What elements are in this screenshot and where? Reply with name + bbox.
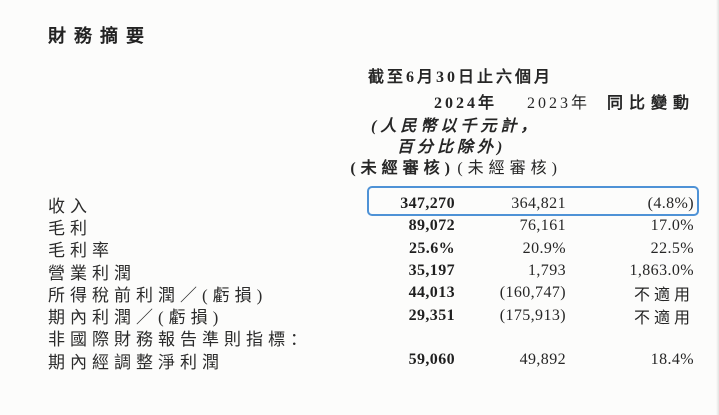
value-2023: 1,793 bbox=[528, 262, 566, 280]
row-label: 毛利 bbox=[48, 218, 92, 238]
value-2023: 76,161 bbox=[519, 217, 566, 235]
value-2023: 20.9% bbox=[522, 239, 566, 257]
table-row: 營業利潤 35,197 1,793 1,863.0% bbox=[48, 260, 694, 283]
value-change: 不適用 bbox=[633, 309, 694, 327]
page-edge-divider bbox=[716, 0, 719, 415]
table-row: 毛利 89,072 76,161 17.0% bbox=[48, 215, 694, 238]
table-row: 期內經調整淨利潤 59,060 49,892 18.4% bbox=[48, 349, 694, 372]
value-change: 1,863.0% bbox=[629, 262, 694, 280]
row-values: 59,060 49,892 18.4% bbox=[370, 349, 694, 371]
table-row: 收入 347,270 364,821 (4.8%) bbox=[48, 186, 699, 217]
value-2024: 59,060 bbox=[408, 351, 455, 369]
value-2024: 29,351 bbox=[408, 306, 455, 324]
value-2023: 364,821 bbox=[511, 195, 566, 213]
page-title: 財務摘要 bbox=[48, 26, 152, 46]
value-2023: (160,747) bbox=[499, 284, 566, 302]
value-change: (4.8%) bbox=[647, 195, 694, 213]
row-values: 25.6% 20.9% 22.5% bbox=[370, 238, 694, 260]
row-values bbox=[370, 327, 694, 349]
row-values: 29,351 (175,913) 不適用 bbox=[370, 304, 694, 327]
financial-table: 收入 347,270 364,821 (4.8%) 毛利 89,072 76,1… bbox=[48, 186, 699, 372]
value-2024: 44,013 bbox=[408, 284, 455, 302]
value-2023: 49,892 bbox=[519, 351, 566, 369]
value-2024: 347,270 bbox=[400, 195, 455, 213]
column-header-2023: 2023年 bbox=[526, 95, 590, 112]
value-2024: 25.6% bbox=[409, 239, 455, 257]
row-values: 35,197 1,793 1,863.0% bbox=[370, 260, 694, 282]
value-2024: 35,197 bbox=[408, 262, 455, 280]
column-header-yoy-change: 同比變動 bbox=[606, 95, 695, 112]
table-row: 毛利率 25.6% 20.9% 22.5% bbox=[48, 238, 694, 261]
row-values: 89,072 76,161 17.0% bbox=[370, 215, 694, 237]
row-label: 期內經調整淨利潤 bbox=[48, 352, 224, 372]
value-change: 18.4% bbox=[650, 351, 694, 369]
row-label: 期內利潤／(虧損) bbox=[48, 308, 224, 328]
row-label: 營業利潤 bbox=[48, 263, 136, 283]
currency-note-line2: 百分比除外) bbox=[397, 139, 507, 156]
value-2024: 89,072 bbox=[408, 217, 455, 235]
value-change: 不適用 bbox=[633, 287, 694, 305]
table-row: 期內利潤／(虧損) 29,351 (175,913) 不適用 bbox=[48, 304, 694, 328]
value-change: 22.5% bbox=[650, 239, 694, 257]
value-2023: (175,913) bbox=[499, 306, 566, 324]
row-values: 347,270 364,821 (4.8%) bbox=[367, 186, 699, 217]
period-header: 截至6月30日止六個月 bbox=[368, 69, 554, 86]
value-change: 17.0% bbox=[650, 217, 694, 235]
currency-note-line1: (人民幣以千元計， bbox=[371, 118, 541, 135]
row-label: 毛利率 bbox=[48, 241, 114, 261]
unaudited-label-2024: (未經審核) bbox=[350, 160, 455, 177]
unaudited-label-2023: (未經審核) bbox=[457, 160, 562, 177]
table-row: 非國際財務報告準則指標： bbox=[48, 327, 694, 349]
table-row: 所得稅前利潤／(虧損) 44,013 (160,747) 不適用 bbox=[48, 282, 694, 305]
column-header-2024: 2024年 bbox=[433, 95, 497, 112]
row-label: 收入 bbox=[48, 196, 92, 216]
row-label: 所得稅前利潤／(虧損) bbox=[48, 285, 268, 305]
row-values: 44,013 (160,747) 不適用 bbox=[370, 282, 694, 304]
row-label: 非國際財務報告準則指標： bbox=[48, 330, 312, 350]
